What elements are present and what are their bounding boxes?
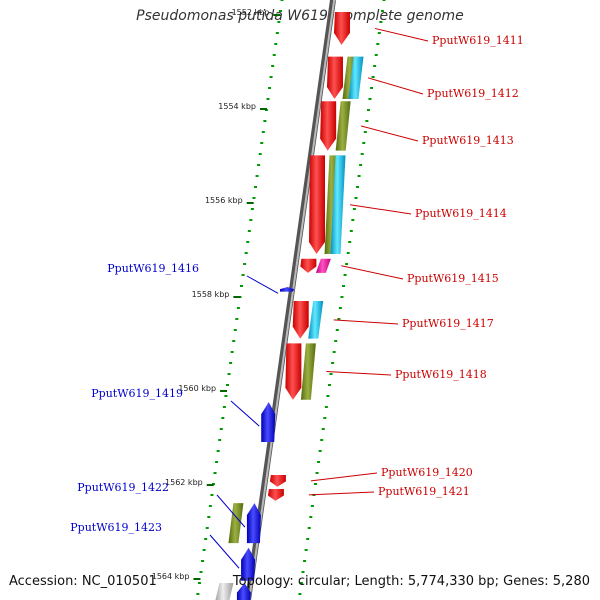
gene-leader-line [246, 275, 279, 294]
gene-arrow [320, 101, 337, 151]
ruler-label: 1564 kbp [152, 572, 190, 581]
gene-leader-line [361, 125, 419, 142]
gene-feature-olive [300, 343, 316, 400]
gene-leader-line [367, 77, 424, 95]
gene-label[interactable]: PputW619_1420 [381, 466, 473, 479]
gene-label[interactable]: PputW619_1417 [402, 317, 494, 330]
gene-arrow [300, 258, 317, 273]
gene-feature-cyan [348, 56, 364, 99]
gene-leader-line [333, 319, 399, 325]
gene-arrow [241, 547, 256, 581]
gene-label[interactable]: PputW619_1416 [107, 262, 199, 275]
gene-leader-line [326, 371, 392, 376]
gene-arrow [280, 286, 295, 292]
gene-label[interactable]: PputW619_1414 [415, 207, 507, 220]
ruler-label: 1562 kbp [165, 478, 203, 487]
genome-backbone [245, 0, 336, 600]
gene-arrow [246, 503, 261, 544]
gene-label[interactable]: PputW619_1411 [432, 34, 524, 47]
gene-leader-line [349, 204, 412, 215]
topology-text: Topology: circular; Length: 5,774,330 bp… [232, 574, 590, 589]
ruler-label: 1560 kbp [178, 384, 216, 393]
gene-arrow [292, 301, 309, 339]
gene-label[interactable]: PputW619_1418 [395, 368, 487, 381]
gene-label[interactable]: PputW619_1413 [422, 134, 514, 147]
gene-arrow [285, 343, 302, 400]
genome-backbone-highlight [248, 0, 336, 600]
gene-leader-line [310, 472, 378, 482]
gene-arrow [309, 155, 326, 255]
gene-leader-line [216, 494, 246, 528]
gene-leader-line [308, 491, 375, 496]
gene-leader-line [209, 534, 240, 569]
gene-label[interactable]: PputW619_1421 [378, 485, 470, 498]
gene-leader-line [230, 400, 260, 427]
gene-label[interactable]: PputW619_1419 [91, 387, 183, 400]
ruler-label: 1558 kbp [192, 290, 230, 299]
gene-arrow [236, 583, 251, 600]
gene-arrow [333, 12, 350, 45]
gene-feature-magenta [315, 258, 331, 273]
ruler-label: 1556 kbp [205, 196, 243, 205]
gene-feature-cyan [330, 155, 346, 255]
gene-arrow [267, 489, 284, 501]
gene-label[interactable]: PputW619_1415 [407, 272, 499, 285]
gene-label[interactable]: PputW619_1412 [427, 87, 519, 100]
gene-label[interactable]: PputW619_1423 [70, 521, 162, 534]
gene-arrow [261, 402, 276, 443]
gene-feature-cyan [308, 301, 324, 339]
ruler-label: 1552 kbp [232, 8, 270, 17]
gene-leader-line [341, 265, 404, 280]
gene-label[interactable]: PputW619_1422 [77, 481, 169, 494]
gene-leader-line [374, 27, 429, 42]
gene-arrow [269, 474, 286, 487]
gene-feature-gray [215, 583, 234, 600]
gene-arrow [326, 56, 343, 99]
gene-feature-olive [335, 101, 351, 151]
accession-text: Accession: NC_010501 [9, 574, 157, 589]
ruler-label: 1554 kbp [218, 102, 256, 111]
